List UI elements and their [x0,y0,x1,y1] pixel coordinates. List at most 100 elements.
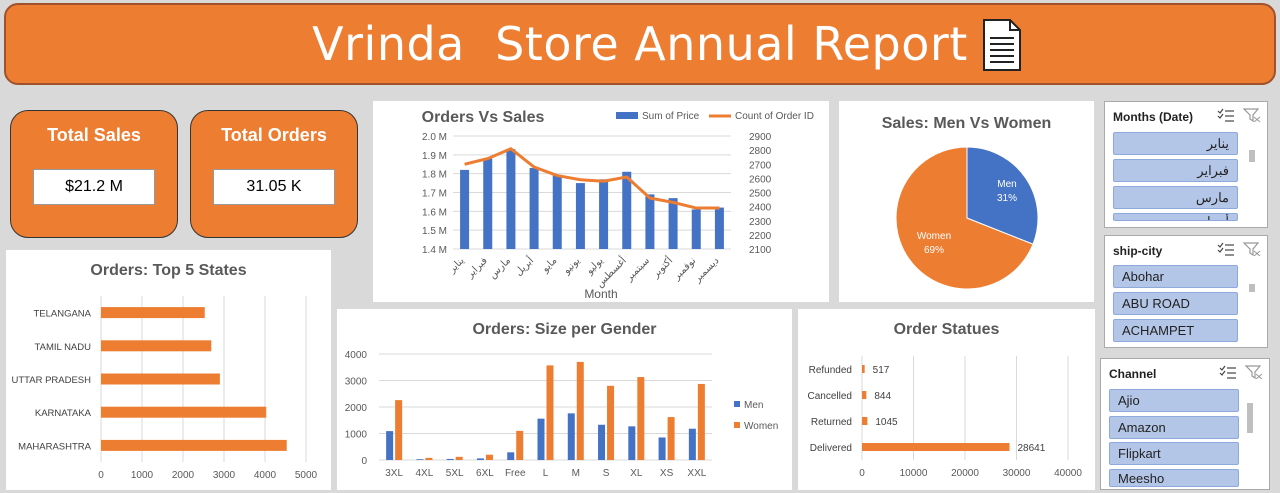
y-tick-label: 1.9 M [422,151,447,162]
x-tick-label: 4000 [254,470,277,481]
men-bar [476,458,484,460]
state-label: TAMIL NADU [35,342,92,353]
x-tick-label: يونيو [561,255,583,277]
x-tick-label: 5XL [446,468,464,479]
legend-men: Men [744,400,763,411]
y2-tick-label: 2400 [749,203,772,214]
women-bar [607,385,615,460]
total-sales-label: Total Sales [47,125,141,145]
state-bar [101,439,287,451]
orders-line [464,146,720,210]
ship-city-slicer[interactable]: ship-city Abohar ABU ROAD ACHAMPET [1104,235,1268,348]
men-women-title: Sales: Men Vs Women [881,115,1052,132]
multi-select-icon[interactable] [1219,365,1237,379]
x-tick-label: 5000 [295,470,318,481]
y-tick-label: 1000 [345,430,368,441]
slicer-item-channel[interactable]: Flipkart [1109,442,1239,465]
months-slicer[interactable]: Months (Date) يناير فبراير مارس أبريل [1104,101,1268,228]
y2-tick-label: 2500 [749,189,772,200]
y-tick-label: 4000 [345,350,368,361]
ship-city-slicer-scrollbar[interactable] [1249,284,1255,292]
legend-orders: Count of Order ID [735,111,814,122]
men-bar [598,424,606,460]
state-bar [101,373,220,385]
state-label: TELANGANA [33,309,91,320]
x-tick-label: فبراير [464,255,490,281]
y-tick-label: 2.0 M [422,132,447,143]
price-bar [668,198,678,249]
clear-filter-icon[interactable] [1243,242,1261,256]
orders-vs-sales-chart: Sum of Price Count of Order ID Month 1.4… [422,111,814,301]
price-bar [645,194,655,249]
orders-vs-sales-panel: Orders Vs Sales Sum of Price Count of Or… [373,101,829,302]
slicer-item-channel[interactable]: Ajio [1109,389,1239,412]
legend-swatch-women [734,422,740,428]
x-tick-label: Free [505,468,526,479]
clear-filter-icon[interactable] [1245,365,1263,379]
state-bar [101,406,267,418]
multi-select-icon[interactable] [1217,108,1235,122]
top-states-panel: Orders: Top 5 States 0 1000 2000 3000 4000 50… [6,250,331,490]
slicer-item-month[interactable]: مارس [1113,186,1238,209]
state-bar [101,307,205,319]
price-bar [506,149,516,249]
y-tick-label: 0 [361,456,367,467]
legend-price: Sum of Price [642,111,700,122]
y2-tick-label: 2200 [749,231,772,242]
slicer-item-city[interactable]: ABU ROAD [1113,292,1238,315]
x-tick-label: XL [630,468,643,479]
x-tick-label: L [543,468,549,479]
price-bar [575,183,585,249]
status-value-label: 28641 [1018,443,1046,454]
x-tick-label: مايو [539,255,559,275]
y-tick-label: 1.5 M [422,226,447,237]
state-label: KARNATAKA [35,408,92,419]
y-tick-label: 2000 [345,403,368,414]
men-bar [507,452,515,460]
x-tick-label: 30000 [1003,468,1031,479]
channel-slicer[interactable]: Channel Ajio Amazon Flipkart Meesho [1100,358,1270,490]
slicer-item-city[interactable]: ACHAMPET [1113,319,1238,342]
x-tick-label: XS [660,468,674,479]
women-bar [455,456,463,460]
men-bar [688,428,696,460]
price-bar [460,169,470,249]
status-label: Refunded [809,365,852,376]
slicer-item-channel[interactable]: Meesho [1109,469,1239,487]
pie-pct-women: 69% [924,245,944,256]
men-women-pie: Men 31% Women 69% [895,146,1039,290]
status-bar [862,391,867,399]
x-tick-label: 40000 [1054,468,1082,479]
total-sales-value: $21.2 M [33,169,155,205]
channel-slicer-scrollbar[interactable] [1247,403,1253,433]
pie-slice-men [966,146,1039,245]
y-tick-label: 1.8 M [422,170,447,181]
slicer-item-month[interactable]: أبريل [1113,213,1238,221]
x-tick-label: 1000 [131,470,154,481]
order-status-title: Order Statues [893,321,1000,338]
multi-select-icon[interactable] [1217,242,1235,256]
slicer-item-city[interactable]: Abohar [1113,265,1238,288]
women-bar [425,457,433,460]
y-tick-label: 1.7 M [422,189,447,200]
document-icon [983,19,1021,71]
status-bar [862,365,865,373]
status-value-label: 517 [873,365,890,376]
pie-pct-men: 31% [997,193,1017,204]
women-bar [637,377,645,460]
months-slicer-scrollbar[interactable] [1249,150,1255,162]
slicer-item-channel[interactable]: Amazon [1109,416,1239,439]
slicer-item-month[interactable]: يناير [1113,132,1238,155]
clear-filter-icon[interactable] [1243,108,1261,122]
women-bar [516,430,524,460]
price-bar [599,179,609,249]
state-label: MAHARASHTRA [18,441,92,452]
women-bar [667,417,675,460]
pie-label-women: Women [917,231,951,242]
x-tick-label: أبريل [512,254,537,279]
x-tick-label: S [603,468,610,479]
total-orders-label: Total Orders [221,125,327,145]
x-tick-label: XXL [687,468,706,479]
slicer-item-month[interactable]: فبراير [1113,159,1238,182]
y-tick-label: 1.4 M [422,245,447,256]
